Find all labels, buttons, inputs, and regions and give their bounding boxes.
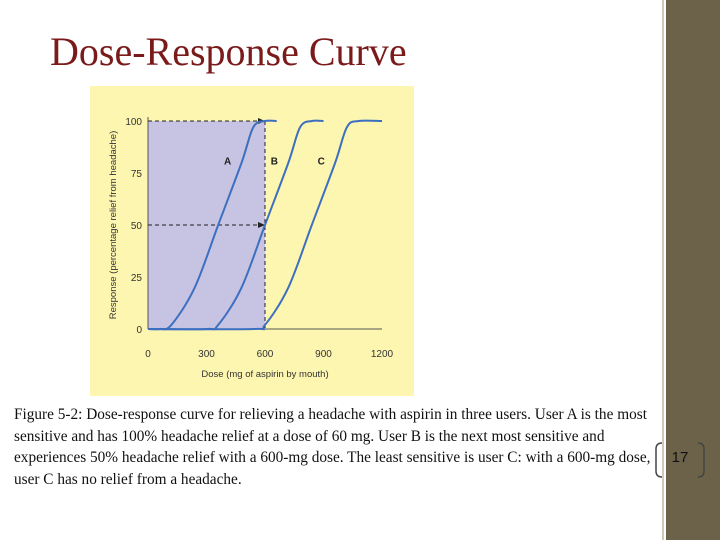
y-tick-label: 50 <box>131 221 143 232</box>
slide-title: Dose-Response Curve <box>50 29 407 74</box>
page-number: 17 <box>671 449 689 466</box>
figure-caption: Figure 5-2: Dose-response curve for reli… <box>14 406 651 488</box>
page-number-box: 17 <box>653 441 707 479</box>
x-tick-label: 300 <box>198 349 215 360</box>
series-label-b: B <box>271 157 278 168</box>
y-tick-label: 100 <box>125 117 142 128</box>
y-tick-labels: 0 25 50 75 100 <box>125 117 142 336</box>
side-divider-line <box>662 0 664 540</box>
x-tick-label: 1200 <box>371 349 394 360</box>
response-curve-c <box>147 119 383 331</box>
y-tick-label: 75 <box>131 169 143 180</box>
series-labels: A B C <box>224 157 325 168</box>
reference-lines <box>148 118 266 329</box>
x-tick-label: 0 <box>145 349 151 360</box>
y-tick-label: 25 <box>131 273 143 284</box>
y-axis-label: Response (percentage relief from headach… <box>108 131 119 320</box>
x-tick-labels: 0 300 600 900 1200 <box>145 349 393 360</box>
dose-response-chart: 0 25 50 75 100 0 300 600 900 1200 A B C Dose (mg o… <box>90 86 414 396</box>
x-axis-label: Dose (mg of aspirin by mouth) <box>201 369 328 380</box>
x-tick-label: 900 <box>315 349 332 360</box>
x-tick-label: 600 <box>257 349 274 360</box>
page-number-brackets <box>655 442 705 478</box>
side-bar <box>666 0 720 540</box>
dose-response-figure: 0 25 50 75 100 0 300 600 900 1200 A B C Dose (mg o… <box>90 86 414 396</box>
response-curves <box>147 119 383 331</box>
series-label-a: A <box>224 157 231 168</box>
series-label-c: C <box>318 157 325 168</box>
y-tick-label: 0 <box>136 325 142 336</box>
